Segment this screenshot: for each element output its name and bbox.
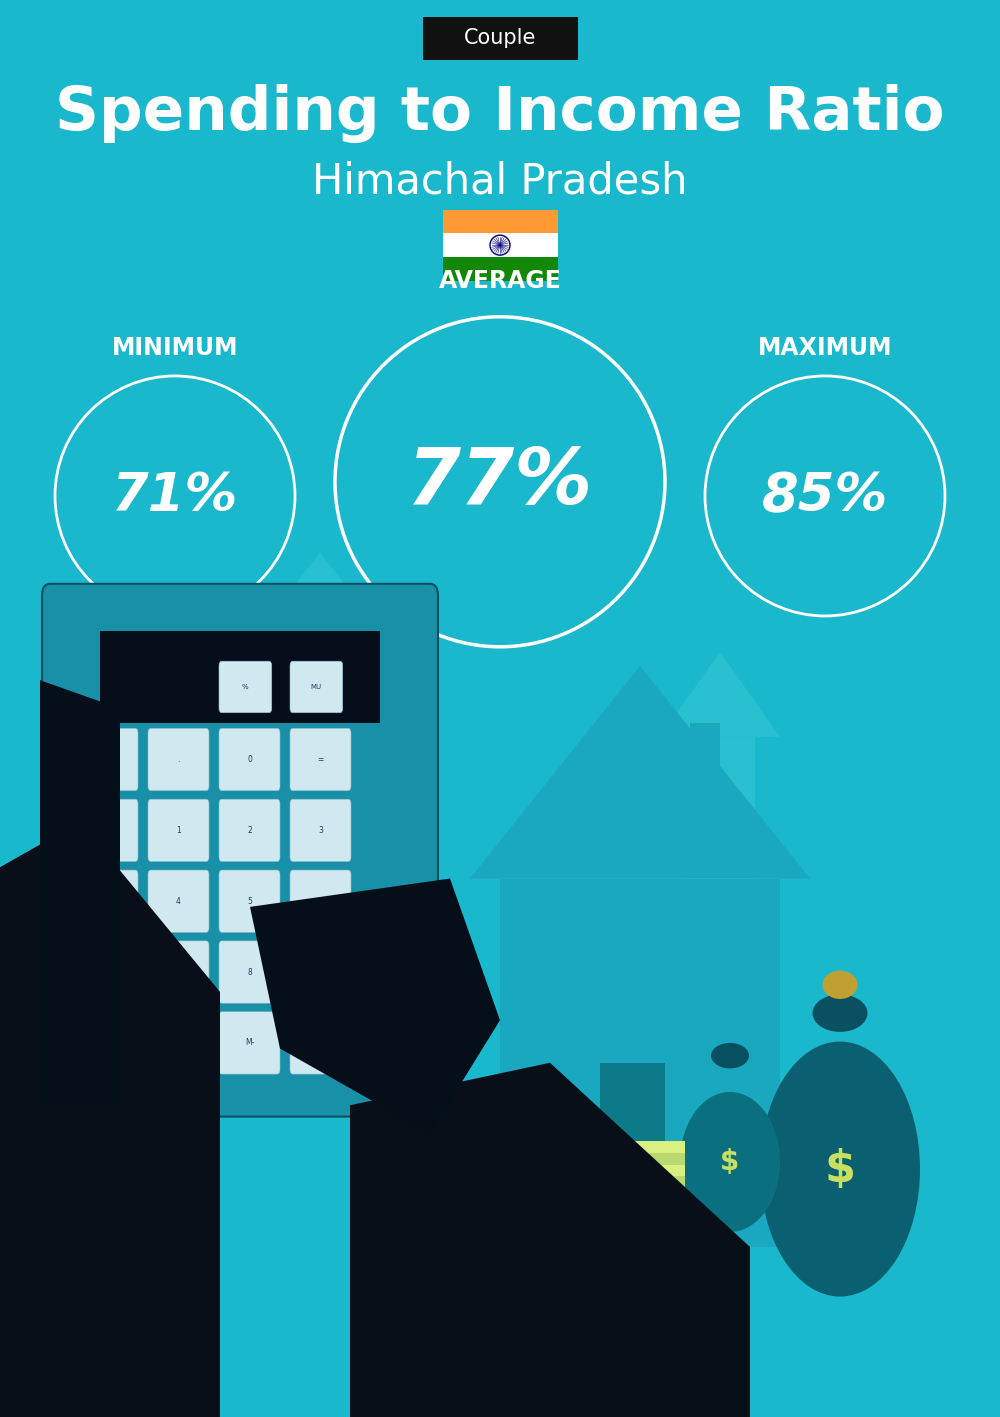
FancyBboxPatch shape	[77, 728, 138, 791]
FancyBboxPatch shape	[290, 728, 351, 791]
FancyBboxPatch shape	[148, 941, 209, 1003]
FancyBboxPatch shape	[77, 799, 138, 862]
Polygon shape	[660, 652, 780, 737]
FancyBboxPatch shape	[290, 870, 351, 932]
Bar	[500, 879, 780, 1247]
Ellipse shape	[760, 1041, 920, 1297]
FancyBboxPatch shape	[219, 799, 280, 862]
FancyBboxPatch shape	[290, 799, 351, 862]
Text: 9: 9	[318, 968, 323, 976]
Text: 3: 3	[318, 826, 323, 835]
Text: 4: 4	[176, 897, 181, 905]
Bar	[545, 1186, 685, 1199]
Text: 5: 5	[247, 897, 252, 905]
Text: 77%: 77%	[407, 444, 593, 520]
Text: 2: 2	[247, 826, 252, 835]
Bar	[685, 737, 755, 879]
Text: Himachal Pradesh: Himachal Pradesh	[312, 160, 688, 203]
Text: MR: MR	[173, 1039, 185, 1047]
Bar	[260, 680, 380, 907]
FancyBboxPatch shape	[77, 941, 138, 1003]
Bar	[545, 1197, 685, 1210]
Bar	[100, 631, 380, 723]
Text: 8: 8	[247, 968, 252, 976]
Ellipse shape	[822, 971, 858, 999]
FancyBboxPatch shape	[148, 799, 209, 862]
Text: =: =	[317, 755, 324, 764]
Bar	[600, 1063, 665, 1247]
Bar	[545, 1141, 685, 1153]
Text: %: %	[242, 684, 249, 690]
FancyBboxPatch shape	[148, 1012, 209, 1074]
Text: 71%: 71%	[112, 470, 238, 521]
Bar	[690, 723, 720, 822]
Text: MAXIMUM: MAXIMUM	[758, 336, 892, 360]
FancyBboxPatch shape	[290, 1012, 351, 1074]
Text: $: $	[824, 1148, 856, 1190]
Polygon shape	[0, 822, 220, 1417]
Bar	[442, 234, 558, 256]
Text: 0: 0	[247, 755, 252, 764]
Text: MINIMUM: MINIMUM	[112, 336, 238, 360]
FancyBboxPatch shape	[219, 870, 280, 932]
FancyBboxPatch shape	[219, 728, 280, 791]
Text: C/A: C/A	[101, 826, 114, 835]
Ellipse shape	[680, 1093, 780, 1231]
FancyBboxPatch shape	[290, 941, 351, 1003]
Bar	[442, 210, 558, 234]
Polygon shape	[350, 1063, 750, 1417]
Polygon shape	[250, 879, 500, 1134]
Bar	[545, 1220, 685, 1233]
FancyBboxPatch shape	[219, 941, 280, 1003]
Text: 6: 6	[318, 897, 323, 905]
Bar	[545, 1163, 685, 1176]
FancyBboxPatch shape	[148, 728, 209, 791]
Text: 1: 1	[176, 826, 181, 835]
Text: Couple: Couple	[464, 28, 536, 48]
Polygon shape	[220, 553, 420, 680]
Text: MC: MC	[102, 1039, 113, 1047]
Polygon shape	[450, 1318, 750, 1417]
Text: $: $	[720, 1148, 740, 1176]
Bar	[545, 1209, 685, 1221]
Bar	[442, 256, 558, 281]
Polygon shape	[470, 666, 810, 879]
FancyBboxPatch shape	[422, 17, 578, 60]
Text: 85%: 85%	[762, 470, 888, 521]
FancyBboxPatch shape	[219, 1012, 280, 1074]
FancyBboxPatch shape	[219, 662, 272, 713]
FancyBboxPatch shape	[148, 870, 209, 932]
FancyBboxPatch shape	[77, 1012, 138, 1074]
Bar	[545, 1152, 685, 1165]
Text: MU: MU	[311, 684, 322, 690]
Text: >: >	[104, 897, 111, 905]
Text: .: .	[177, 755, 180, 764]
Text: 7: 7	[176, 968, 181, 976]
Text: Spending to Income Ratio: Spending to Income Ratio	[55, 84, 945, 143]
Text: M+: M+	[314, 1039, 327, 1047]
Text: 00: 00	[103, 755, 112, 764]
Text: AVERAGE: AVERAGE	[439, 269, 561, 293]
Polygon shape	[0, 1332, 220, 1417]
Ellipse shape	[812, 995, 868, 1032]
Text: M-: M-	[245, 1039, 254, 1047]
Polygon shape	[40, 680, 120, 1105]
Text: +/-: +/-	[102, 968, 113, 976]
FancyBboxPatch shape	[77, 870, 138, 932]
Bar	[545, 1175, 685, 1187]
Ellipse shape	[711, 1043, 749, 1068]
FancyBboxPatch shape	[290, 662, 343, 713]
FancyBboxPatch shape	[42, 584, 438, 1117]
